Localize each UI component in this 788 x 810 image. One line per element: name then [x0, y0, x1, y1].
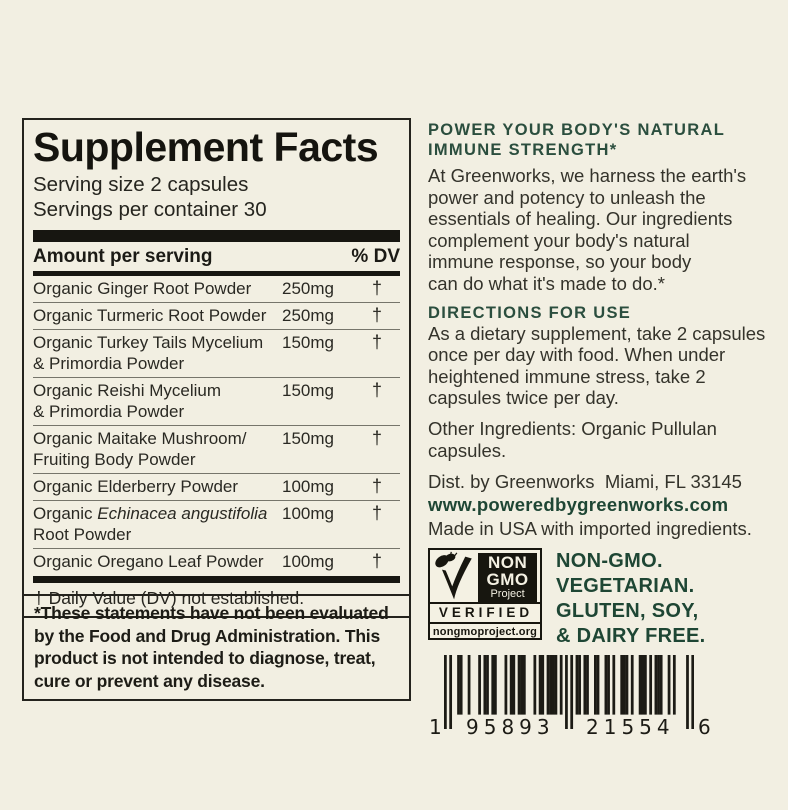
ingredient-dv: †: [371, 476, 382, 497]
ingredient-amount: 150mg: [282, 429, 334, 449]
badge-line: NON-GMO.: [556, 550, 663, 573]
other-ingredients: Other Ingredients: Organic Pullulan caps…: [428, 417, 717, 461]
daily-value-footnote: † Daily Value (DV) not established.: [34, 588, 305, 609]
ingredient-name: Organic Elderberry Powder: [33, 477, 239, 497]
bottom-separator: [33, 576, 400, 584]
table-row: Organic Maitake Mushroom/ Fruiting Body …: [33, 425, 400, 473]
nongmo-verified-badge: NON GMO Project VERIFIED nongmoproject.o…: [428, 548, 542, 641]
ingredient-name: Organic Oregano Leaf Powder: [33, 552, 264, 572]
diet-badges: NON-GMO. VEGETARIAN. GLUTEN, SOY, & DAIR…: [556, 548, 705, 649]
barcode-digit-right: 6: [698, 715, 711, 740]
ingredient-amount: 150mg: [282, 381, 334, 401]
marketing-headline: POWER YOUR BODY'S NATURAL IMMUNE STRENGT…: [428, 121, 726, 159]
table-row: Organic Turkey Tails Mycelium & Primordi…: [33, 329, 400, 377]
ingredient-name: Organic Turmeric Root Powder: [33, 306, 267, 326]
dv-header: % DV: [351, 246, 400, 268]
butterfly-checkmark-icon: [435, 551, 472, 600]
barcode-digit-group1: 95893: [466, 715, 555, 740]
ingredient-dv: †: [371, 428, 382, 449]
table-header-row: Amount per serving % DV: [33, 242, 400, 271]
servings-per-container: Servings per container 30: [33, 198, 267, 222]
ingredient-name: Organic Ginger Root Powder: [33, 279, 252, 299]
badge-line: & DAIRY FREE.: [556, 625, 706, 648]
ingredient-amount: 150mg: [282, 333, 334, 353]
ingredient-dv: †: [371, 332, 382, 353]
ingredient-name: Organic Turkey Tails Mycelium & Primordi…: [33, 333, 264, 374]
badge-line: GLUTEN, SOY,: [556, 600, 699, 623]
ingredient-amount: 100mg: [282, 477, 334, 497]
ingredient-dv: †: [371, 305, 382, 326]
amount-header: Amount per serving: [33, 246, 213, 268]
ingredient-dv: †: [371, 551, 382, 572]
ingredient-amount: 250mg: [282, 279, 334, 299]
ingredient-amount: 100mg: [282, 552, 334, 572]
table-row: Organic Turmeric Root Powder 250mg †: [33, 302, 400, 329]
nongmo-url: nongmoproject.org: [432, 626, 538, 639]
ingredient-dv: †: [371, 503, 382, 524]
made-in-line: Made in USA with imported ingredients.: [428, 518, 752, 540]
certification-row: NON GMO Project VERIFIED nongmoproject.o…: [428, 548, 780, 649]
fda-disclaimer-box: *These statements have not been evaluate…: [22, 594, 411, 701]
table-row: Organic Echinacea angustifolia Root Powd…: [33, 500, 400, 548]
badge-line: VEGETARIAN.: [556, 575, 695, 598]
barcode: 1 95893 21554 6: [429, 655, 711, 740]
nongmo-project-mark: NON GMO Project: [478, 553, 537, 603]
barcode-digit-left: 1: [429, 715, 442, 740]
verified-label: VERIFIED: [430, 602, 540, 625]
table-row: Organic Oregano Leaf Powder 100mg †: [33, 548, 400, 575]
ingredient-dv: †: [371, 278, 382, 299]
ingredient-amount: 250mg: [282, 306, 334, 326]
ingredient-table: Organic Ginger Root Powder 250mg † Organ…: [33, 276, 400, 575]
ingredient-name: Organic Echinacea angustifolia Root Powd…: [33, 504, 268, 545]
supplement-facts-panel: Supplement Facts Serving size 2 capsules…: [22, 118, 411, 619]
thick-separator: [33, 230, 400, 243]
serving-size: Serving size 2 capsules: [33, 173, 249, 197]
right-column: POWER YOUR BODY'S NATURAL IMMUNE STRENGT…: [428, 120, 780, 739]
website-link: www.poweredbygreenworks.com: [428, 494, 729, 516]
marketing-body: At Greenworks, we harness the earth's po…: [428, 165, 747, 294]
ingredient-name: Organic Reishi Mycelium & Primordia Powd…: [33, 381, 221, 422]
serving-info: Serving size 2 capsules Servings per con…: [33, 172, 400, 222]
barcode-bars: [444, 655, 694, 730]
ingredient-name: Organic Maitake Mushroom/ Fruiting Body …: [33, 429, 247, 470]
distributor-line: Dist. by Greenworks Miami, FL 33145: [428, 471, 742, 493]
table-row: Organic Elderberry Powder 100mg †: [33, 473, 400, 500]
barcode-digit-group2: 21554: [586, 715, 675, 740]
directions-body: As a dietary supplement, take 2 capsules…: [428, 322, 766, 409]
directions-title: DIRECTIONS FOR USE: [428, 303, 632, 322]
table-row: Organic Ginger Root Powder 250mg †: [33, 276, 400, 302]
mid-separator: [33, 271, 400, 277]
ingredient-dv: †: [371, 380, 382, 401]
ingredient-amount: 100mg: [282, 504, 334, 524]
table-row: Organic Reishi Mycelium & Primordia Powd…: [33, 377, 400, 425]
supplement-facts-title: Supplement Facts: [33, 124, 379, 170]
